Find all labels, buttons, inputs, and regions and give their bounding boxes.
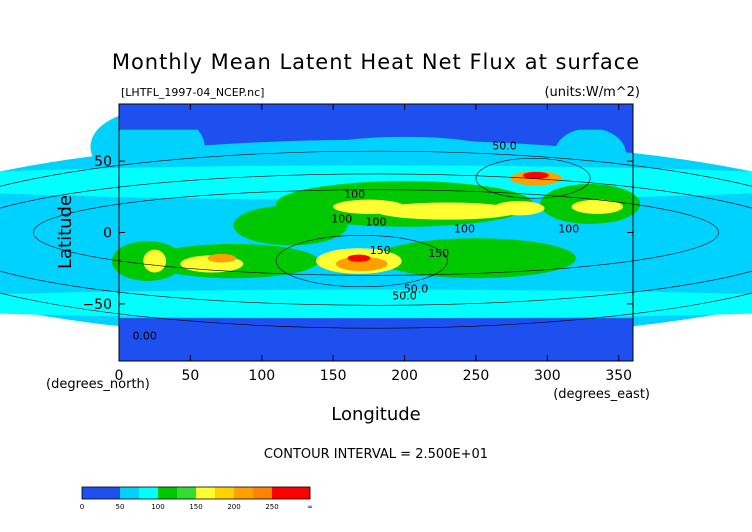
colorbar-swatch	[120, 487, 140, 499]
colorbar-tick-label: 150	[189, 503, 202, 511]
flux-region	[493, 201, 545, 216]
colorbar: 0 50 100 150 200 250 ∞	[80, 486, 313, 511]
x-axis: 0 50 100 150 200 250 300 350	[115, 104, 632, 384]
y-tick-label: −50	[82, 297, 112, 313]
y-tick-label: 0	[103, 226, 112, 242]
y-axis: 50 0 −50	[82, 154, 633, 313]
contour-lines	[0, 150, 752, 329]
x-unit-label: (degrees_east)	[553, 387, 650, 402]
flux-region	[523, 171, 549, 179]
contour-label: 100	[344, 188, 365, 201]
contour-label: 50.0	[392, 290, 417, 303]
y-tick-label: 50	[94, 154, 112, 170]
flux-region	[336, 256, 388, 272]
contour-label: 100	[454, 223, 475, 236]
colorbar-swatch	[234, 487, 254, 499]
x-tick-label: 350	[605, 368, 632, 384]
flux-region	[233, 205, 348, 246]
x-tick-label: 50	[181, 368, 199, 384]
contour-label: 150	[428, 247, 449, 260]
contour-label: 50.0	[404, 282, 429, 295]
colorbar-tick-label: 50	[116, 503, 125, 511]
contour-label: 150	[370, 244, 391, 257]
contour-label: 0.00	[132, 330, 157, 343]
y-unit-label: (degrees_north)	[46, 377, 150, 392]
colorbar-swatch	[253, 487, 273, 499]
flux-region	[207, 253, 237, 263]
x-tick-label: 200	[391, 368, 418, 384]
flux-region	[119, 318, 633, 361]
flux-region	[376, 202, 519, 220]
units-label: (units:W/m^2)	[544, 85, 640, 100]
colorbar-tick-label: ∞	[307, 503, 313, 511]
contour-line	[275, 235, 448, 288]
contour-label: 100	[331, 213, 352, 226]
colorbar-tick-label: 0	[80, 503, 84, 511]
contour-label: 50.0	[492, 140, 517, 153]
flux-field-regions	[0, 104, 752, 361]
colorbar-swatch	[158, 487, 178, 499]
flux-region	[119, 104, 633, 130]
x-tick-label: 100	[248, 368, 275, 384]
colorbar-swatch	[139, 487, 159, 499]
colorbar-swatch	[272, 487, 292, 499]
flux-region	[304, 136, 505, 172]
x-tick-label: 0	[115, 368, 124, 384]
flux-region	[143, 249, 167, 273]
flux-region	[347, 254, 371, 262]
colorbar-tick-label: 200	[227, 503, 240, 511]
chart-title: Monthly Mean Latent Heat Net Flux at sur…	[112, 50, 640, 74]
colorbar-frame	[81, 486, 311, 500]
flux-region	[571, 199, 624, 214]
colorbar-swatch	[291, 487, 311, 499]
contour-label: 100	[558, 223, 579, 236]
y-axis-title: Latitude	[55, 195, 76, 269]
colorbar-tick-label: 100	[151, 503, 164, 511]
contour-line	[0, 173, 752, 306]
flux-region	[376, 238, 576, 279]
x-tick-label: 300	[534, 368, 561, 384]
colorbar-tick-label: 250	[265, 503, 278, 511]
flux-region	[0, 289, 752, 319]
contour-line	[475, 157, 591, 199]
colorbar-swatch	[215, 487, 235, 499]
contour-label: 100	[366, 215, 387, 228]
colorbar-swatch	[101, 487, 121, 499]
x-tick-label: 150	[320, 368, 347, 384]
x-tick-label: 250	[463, 368, 490, 384]
contour-line	[33, 189, 719, 276]
flux-region	[554, 128, 626, 180]
colorbar-swatch	[196, 487, 216, 499]
colorbar-swatch	[82, 487, 102, 499]
x-axis-title: Longitude	[331, 404, 421, 425]
contour-interval-note: CONTOUR INTERVAL = 2.500E+01	[264, 447, 488, 462]
flux-region	[333, 199, 405, 214]
source-label: [LHTFL_1997-04_NCEP.nc]	[121, 86, 264, 99]
colorbar-swatch	[177, 487, 197, 499]
contour-line	[0, 150, 752, 329]
